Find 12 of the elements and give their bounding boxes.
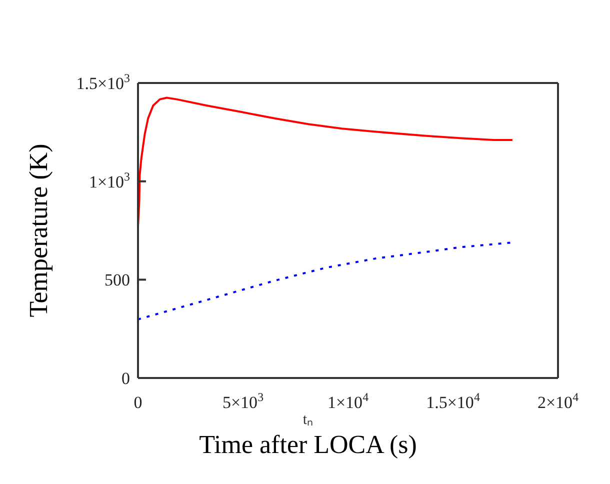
y-tick-label: 500 [104, 270, 130, 290]
x-tick-label: 2×10$^{4}$ [537, 390, 579, 412]
x-tick-label: 1×10$^{4}$ [327, 390, 369, 412]
x-axis-title: Time after LOCA (s) [198, 430, 418, 460]
x-tick-label: 0 [134, 393, 142, 412]
x-tick-label: 5×10$^{3}$ [222, 390, 264, 412]
text: tₙ [302, 412, 314, 428]
y-tick-label: 1×10$^{3}$ [88, 169, 130, 192]
y-tick-label: 0 [122, 369, 130, 388]
x-tick-label: 1.5×10$^{4}$ [426, 390, 480, 412]
y-tick-label: 1.5×10$^{3}$ [76, 71, 130, 93]
y-axis-title: Temperature (K) [24, 144, 54, 318]
